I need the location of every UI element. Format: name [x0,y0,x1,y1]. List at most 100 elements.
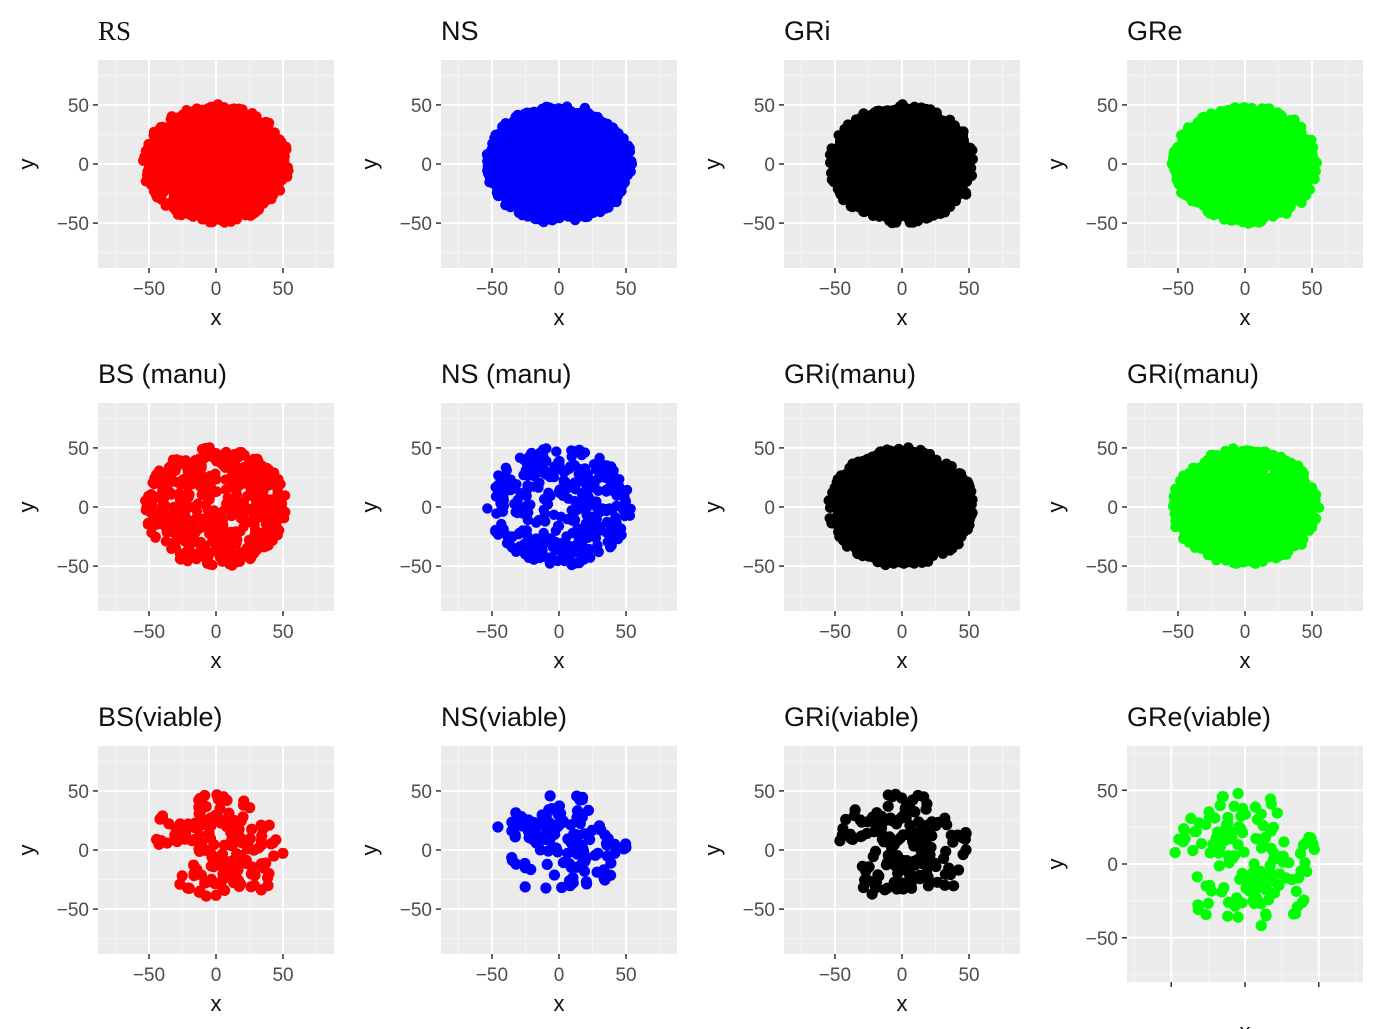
scatter-point [889,208,900,219]
y-tick-label: 0 [78,155,89,176]
scatter-point [878,174,889,186]
scatter-point [906,169,918,180]
scatter-point [901,118,913,129]
scatter-point [219,168,230,180]
scatter-point [277,144,288,156]
y-axis-label: y [357,159,382,170]
scatter-point [930,110,941,122]
y-axis-label: y [700,159,725,170]
scatter-point [948,160,960,172]
scatter-point [883,189,894,200]
x-axis-label: x [897,305,908,330]
x-tick-label: 50 [272,279,293,300]
scatter-point [944,130,955,141]
scatter-point [877,136,889,147]
scatter-point [917,114,929,125]
scatter-point [912,215,924,227]
data-points [138,99,294,228]
scatter-point [836,131,848,142]
scatter-point [898,196,910,208]
scatter-point [614,160,626,171]
scatter-point [548,213,559,224]
scatter-point [867,173,879,185]
scatter-point [543,135,555,146]
y-tick-label: −50 [400,214,432,235]
scatter-point [889,138,900,150]
scatter-point [894,178,905,189]
scatter-point [203,134,214,145]
scatter-point [530,192,542,203]
scatter-point [926,128,937,139]
scatter-point [858,206,869,217]
x-tick-label: 0 [211,279,222,300]
scatter-point [244,185,255,196]
scatter-point [496,170,507,181]
scatter-point [156,148,168,159]
scatter-point [210,163,222,174]
data-points [1166,102,1323,229]
scatter-point [921,193,932,205]
scatter-point [829,169,840,180]
scatter-point [946,138,958,150]
scatter-point [854,113,865,124]
scatter-point [502,185,514,196]
scatter-point [897,153,909,164]
scatter-point [917,164,928,175]
scatter-point [572,109,583,121]
scatter-point [880,126,892,137]
panel-title: GRi [784,16,831,46]
scatter-point [168,152,179,163]
scatter-point [156,178,167,189]
scatter-point [855,167,866,179]
scatter-point [599,149,610,160]
scatter-point [894,101,906,112]
scatter-point [928,210,939,221]
scatter-point [582,157,594,168]
scatter-point [507,154,518,165]
scatter-point [597,134,608,145]
scatter-point [508,122,519,133]
scatter-point [944,188,956,200]
scatter-point [869,160,880,171]
scatter-point [216,208,227,219]
scatter-point [203,104,214,115]
scatter-point [961,158,972,169]
scatter-point [551,155,562,166]
y-axis-label: y [14,159,39,170]
scatter-point [952,130,964,142]
scatter-point [218,184,229,195]
scatter-point [577,169,589,180]
scatter-point [263,170,274,182]
scatter-point [228,200,240,211]
y-tick-label: −50 [743,214,775,235]
scatter-point [171,201,182,212]
scatter-point [871,188,882,199]
scatter-point [912,153,923,164]
scatter-point [607,149,619,160]
scatter-point [251,111,262,122]
scatter-point [162,163,173,174]
scatter-point [583,113,594,125]
scatter-point [600,118,611,129]
scatter-point [541,113,553,125]
scatter-point [181,185,192,196]
x-tick-label: 0 [897,279,908,300]
scatter-point [554,116,566,127]
scatter-point [960,187,972,198]
scatter-point [579,201,590,212]
y-tick-label: −50 [57,214,89,235]
scatter-point [546,199,557,211]
scatter-point [539,211,550,222]
data-points [481,101,638,228]
scatter-point [244,204,255,216]
scatter-point [249,166,260,177]
scatter-point [178,152,189,164]
scatter-point [936,146,947,158]
scatter-point [872,207,884,218]
scatter-point [599,179,611,190]
scatter-point [487,138,498,149]
